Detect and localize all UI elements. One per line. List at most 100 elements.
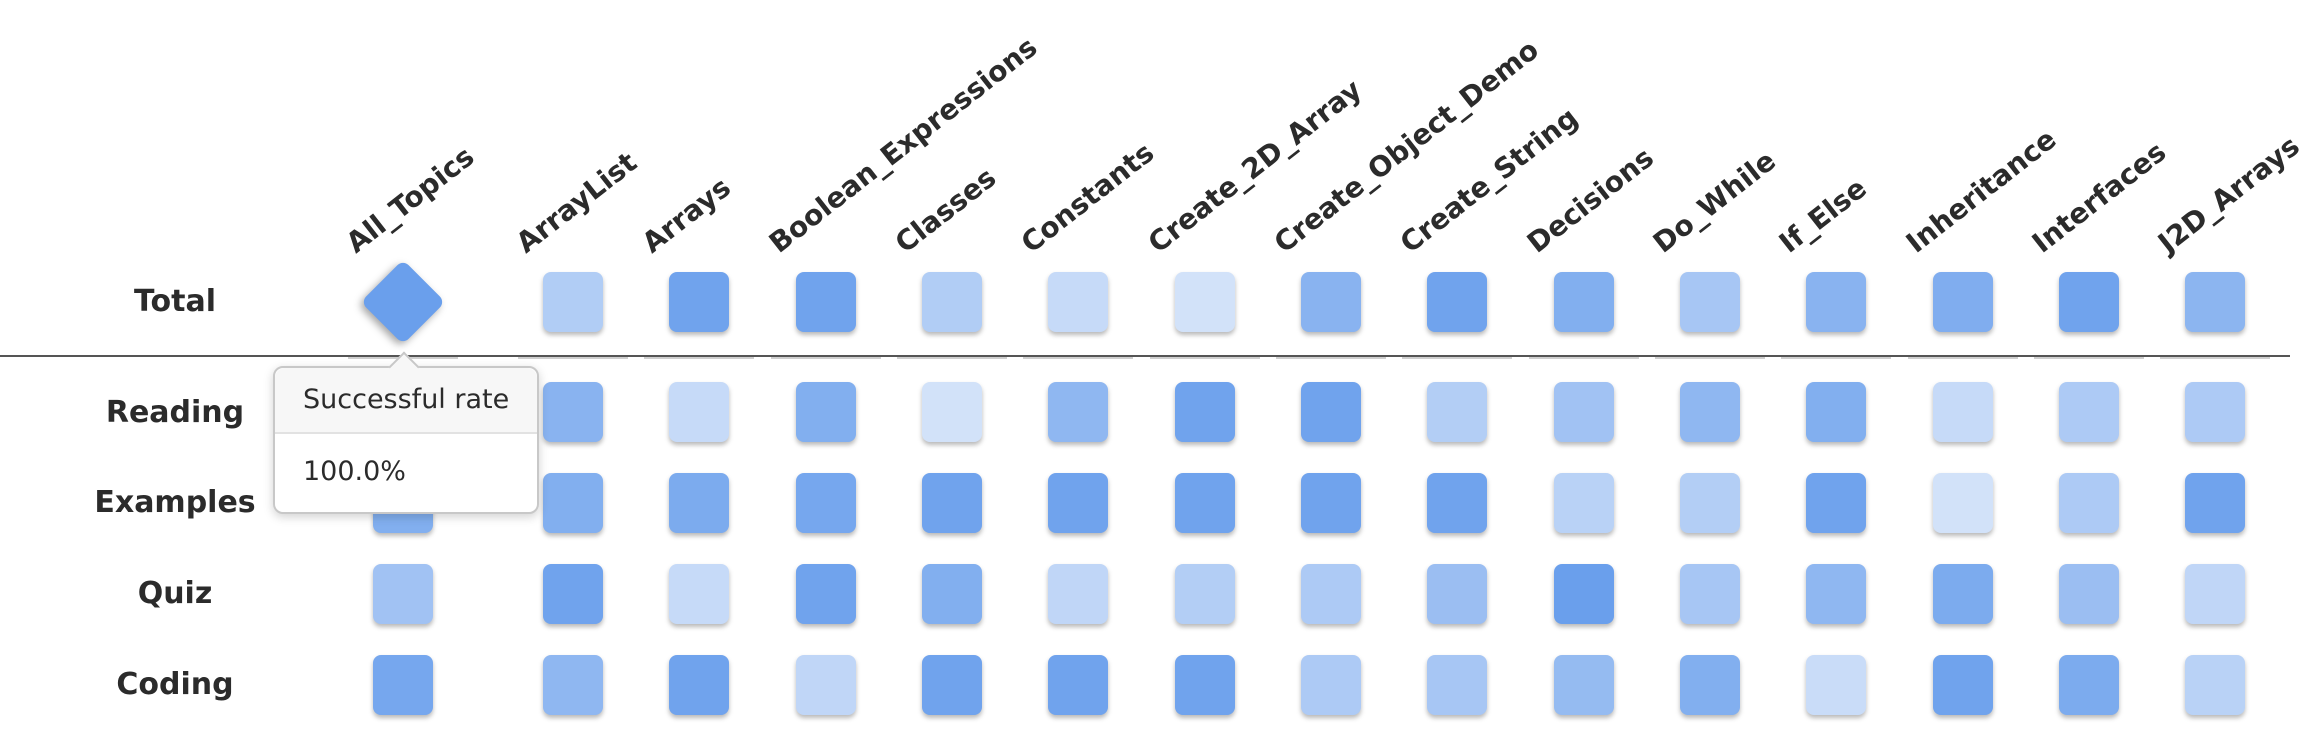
cell-total-do-while[interactable] xyxy=(1680,272,1740,332)
cell-reading-boolean-expressions[interactable] xyxy=(796,382,856,442)
cell-reading-create-object-demo[interactable] xyxy=(1301,382,1361,442)
cell-total-create-2d-array[interactable] xyxy=(1175,272,1235,332)
separator-segment xyxy=(2160,357,2270,359)
cell-tooltip: Successful rate 100.0% xyxy=(273,351,539,514)
cell-examples-classes[interactable] xyxy=(922,473,982,533)
cell-total-constants[interactable] xyxy=(1048,272,1108,332)
column-header-j2d-arrays[interactable]: J2D_Arrays xyxy=(2151,129,2304,260)
cell-coding-do-while[interactable] xyxy=(1680,655,1740,715)
cell-reading-arrays[interactable] xyxy=(669,382,729,442)
cell-quiz-j2d-arrays[interactable] xyxy=(2185,564,2245,624)
cell-quiz-interfaces[interactable] xyxy=(2059,564,2119,624)
cell-total-decisions[interactable] xyxy=(1554,272,1614,332)
separator-segment xyxy=(2034,357,2144,359)
tooltip-value: 100.0% xyxy=(303,456,406,487)
cell-reading-inheritance[interactable] xyxy=(1933,382,1993,442)
cell-coding-interfaces[interactable] xyxy=(2059,655,2119,715)
separator-segment xyxy=(1023,357,1133,359)
cell-coding-j2d-arrays[interactable] xyxy=(2185,655,2245,715)
separator-segment xyxy=(644,357,754,359)
cell-examples-create-2d-array[interactable] xyxy=(1175,473,1235,533)
cell-quiz-inheritance[interactable] xyxy=(1933,564,1993,624)
cell-coding-classes[interactable] xyxy=(922,655,982,715)
cell-examples-decisions[interactable] xyxy=(1554,473,1614,533)
column-header-create-2d-array[interactable]: Create_2D_Array xyxy=(1141,72,1368,260)
separator-segment xyxy=(1150,357,1260,359)
cell-total-all-topics[interactable] xyxy=(360,259,446,345)
column-header-do-while[interactable]: Do_While xyxy=(1646,144,1782,260)
cell-total-arraylist[interactable] xyxy=(543,272,603,332)
cell-total-boolean-expressions[interactable] xyxy=(796,272,856,332)
column-header-decisions[interactable]: Decisions xyxy=(1520,140,1660,260)
cell-quiz-create-2d-array[interactable] xyxy=(1175,564,1235,624)
cell-coding-arrays[interactable] xyxy=(669,655,729,715)
separator-segment xyxy=(1402,357,1512,359)
cell-total-inheritance[interactable] xyxy=(1933,272,1993,332)
cell-examples-arrays[interactable] xyxy=(669,473,729,533)
row-label-total: Total xyxy=(134,284,216,319)
cell-examples-create-object-demo[interactable] xyxy=(1301,473,1361,533)
cell-coding-decisions[interactable] xyxy=(1554,655,1614,715)
cell-reading-if-else[interactable] xyxy=(1806,382,1866,442)
cell-reading-j2d-arrays[interactable] xyxy=(2185,382,2245,442)
cell-reading-arraylist[interactable] xyxy=(543,382,603,442)
cell-total-arrays[interactable] xyxy=(669,272,729,332)
cell-coding-constants[interactable] xyxy=(1048,655,1108,715)
cell-quiz-create-string[interactable] xyxy=(1427,564,1487,624)
cell-coding-boolean-expressions[interactable] xyxy=(796,655,856,715)
cell-coding-create-object-demo[interactable] xyxy=(1301,655,1361,715)
cell-coding-create-2d-array[interactable] xyxy=(1175,655,1235,715)
column-header-all-topics[interactable]: All_Topics xyxy=(339,139,481,260)
separator-segment xyxy=(1655,357,1765,359)
separator-segment xyxy=(518,357,628,359)
column-header-constants[interactable]: Constants xyxy=(1014,135,1161,260)
cell-examples-constants[interactable] xyxy=(1048,473,1108,533)
row-label-coding: Coding xyxy=(116,667,234,702)
column-header-arraylist[interactable]: ArrayList xyxy=(509,145,643,260)
cell-quiz-arraylist[interactable] xyxy=(543,564,603,624)
column-header-classes[interactable]: Classes xyxy=(888,160,1003,260)
cell-reading-decisions[interactable] xyxy=(1554,382,1614,442)
cell-quiz-classes[interactable] xyxy=(922,564,982,624)
cell-total-create-string[interactable] xyxy=(1427,272,1487,332)
cell-quiz-all-topics[interactable] xyxy=(373,564,433,624)
cell-coding-arraylist[interactable] xyxy=(543,655,603,715)
cell-quiz-boolean-expressions[interactable] xyxy=(796,564,856,624)
cell-coding-all-topics[interactable] xyxy=(373,655,433,715)
cell-coding-if-else[interactable] xyxy=(1806,655,1866,715)
separator-segment xyxy=(1529,357,1639,359)
cell-total-classes[interactable] xyxy=(922,272,982,332)
cell-examples-boolean-expressions[interactable] xyxy=(796,473,856,533)
cell-coding-create-string[interactable] xyxy=(1427,655,1487,715)
separator-segment xyxy=(897,357,1007,359)
row-label-quiz: Quiz xyxy=(137,576,213,611)
cell-examples-j2d-arrays[interactable] xyxy=(2185,473,2245,533)
cell-reading-interfaces[interactable] xyxy=(2059,382,2119,442)
cell-total-if-else[interactable] xyxy=(1806,272,1866,332)
cell-coding-inheritance[interactable] xyxy=(1933,655,1993,715)
cell-reading-do-while[interactable] xyxy=(1680,382,1740,442)
cell-quiz-create-object-demo[interactable] xyxy=(1301,564,1361,624)
cell-examples-if-else[interactable] xyxy=(1806,473,1866,533)
cell-quiz-do-while[interactable] xyxy=(1680,564,1740,624)
cell-total-create-object-demo[interactable] xyxy=(1301,272,1361,332)
cell-quiz-decisions[interactable] xyxy=(1554,564,1614,624)
column-header-if-else[interactable]: If_Else xyxy=(1772,171,1873,260)
cell-total-interfaces[interactable] xyxy=(2059,272,2119,332)
cell-examples-create-string[interactable] xyxy=(1427,473,1487,533)
cell-reading-create-string[interactable] xyxy=(1427,382,1487,442)
separator-segment xyxy=(1908,357,2018,359)
cell-total-j2d-arrays[interactable] xyxy=(2185,272,2245,332)
cell-reading-classes[interactable] xyxy=(922,382,982,442)
cell-reading-create-2d-array[interactable] xyxy=(1175,382,1235,442)
column-header-arrays[interactable]: Arrays xyxy=(635,170,737,260)
cell-quiz-constants[interactable] xyxy=(1048,564,1108,624)
cell-reading-constants[interactable] xyxy=(1048,382,1108,442)
cell-examples-do-while[interactable] xyxy=(1680,473,1740,533)
cell-examples-interfaces[interactable] xyxy=(2059,473,2119,533)
cell-examples-inheritance[interactable] xyxy=(1933,473,1993,533)
cell-examples-arraylist[interactable] xyxy=(543,473,603,533)
cell-quiz-if-else[interactable] xyxy=(1806,564,1866,624)
cell-quiz-arrays[interactable] xyxy=(669,564,729,624)
